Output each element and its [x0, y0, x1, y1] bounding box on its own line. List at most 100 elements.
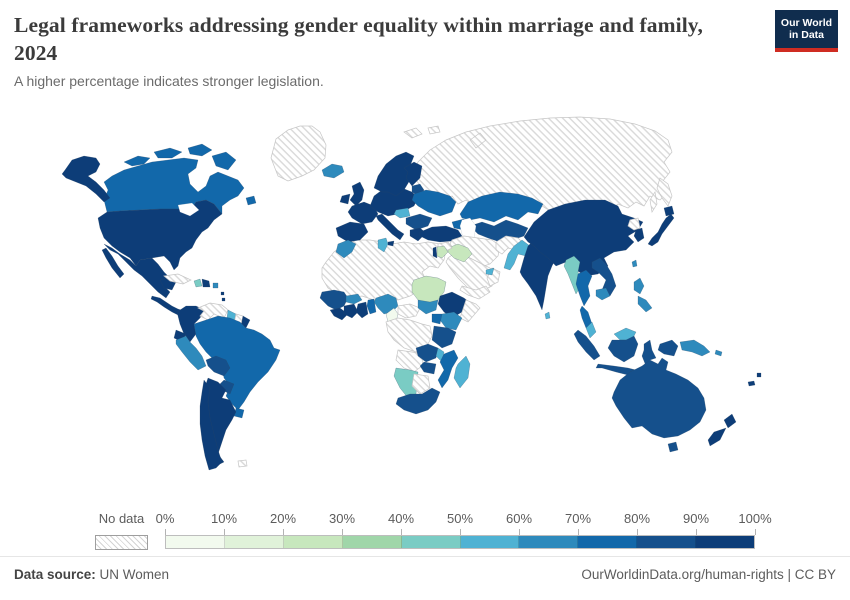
region-sumatra[interactable] — [573, 329, 601, 361]
region-svalbard[interactable] — [403, 127, 423, 139]
region-australia[interactable] — [611, 357, 707, 439]
region-iberia[interactable] — [335, 221, 369, 243]
region-italy[interactable] — [375, 213, 405, 241]
region-tunisia[interactable] — [377, 237, 389, 253]
region-zambia[interactable] — [415, 343, 439, 363]
region-thailand[interactable] — [575, 269, 593, 307]
region-hungary[interactable] — [393, 207, 411, 219]
region-sierraleone[interactable] — [329, 307, 349, 321]
region-wpapua[interactable] — [657, 339, 679, 357]
legend-bin-90-100%[interactable] — [696, 536, 755, 548]
region-nzs[interactable] — [707, 427, 727, 447]
legend-bin-40-50%[interactable] — [401, 536, 461, 548]
region-malaysia[interactable] — [585, 321, 597, 339]
region-jordan[interactable] — [436, 245, 449, 259]
legend-bin-0-10%[interactable] — [166, 536, 225, 548]
region-kamchatka[interactable] — [656, 177, 673, 207]
region-uae[interactable] — [485, 267, 495, 276]
region-israel[interactable] — [432, 246, 438, 259]
region-france[interactable] — [347, 201, 379, 225]
region-tanzania[interactable] — [431, 325, 457, 349]
region-southsudan[interactable] — [417, 299, 439, 315]
region-iceland[interactable] — [321, 163, 345, 179]
region-bolivia[interactable] — [205, 355, 231, 377]
region-ivorycoast[interactable] — [343, 303, 359, 319]
legend-bin-30-40%[interactable] — [342, 536, 402, 548]
region-tasmania[interactable] — [667, 441, 679, 453]
region-novaya[interactable] — [469, 132, 487, 149]
region-antille1[interactable] — [220, 291, 225, 296]
region-nzn[interactable] — [723, 413, 737, 429]
region-solomon[interactable] — [714, 349, 723, 357]
region-philippines2[interactable] — [637, 295, 653, 313]
region-car[interactable] — [397, 303, 421, 319]
region-baffin[interactable] — [211, 151, 237, 171]
region-baja[interactable] — [101, 247, 125, 279]
legend-no-data-swatch[interactable] — [95, 535, 148, 550]
owid-logo[interactable]: Our World in Data — [775, 10, 838, 52]
region-cambodia[interactable] — [595, 287, 611, 301]
region-congodrc[interactable] — [385, 317, 433, 353]
region-falkland[interactable] — [237, 459, 248, 468]
region-antille2[interactable] — [221, 297, 226, 302]
region-botswana[interactable] — [411, 373, 431, 395]
region-kazakhstan[interactable] — [459, 191, 544, 223]
region-china[interactable] — [523, 199, 644, 277]
region-togobenin[interactable] — [366, 298, 377, 315]
region-madagascar[interactable] — [453, 355, 471, 389]
region-finland[interactable] — [403, 161, 423, 187]
region-angola[interactable] — [395, 349, 425, 373]
region-dominican[interactable] — [201, 278, 211, 288]
region-haiti[interactable] — [193, 278, 203, 288]
legend-tick-label: 10% — [210, 511, 238, 526]
region-arctic1[interactable] — [123, 155, 151, 167]
region-newcaledonia[interactable] — [747, 380, 756, 387]
legend-bin-20-30%[interactable] — [283, 536, 343, 548]
region-venezuela[interactable] — [197, 302, 229, 321]
legend-bin-50-60%[interactable] — [460, 536, 520, 548]
region-centralasia[interactable] — [469, 219, 529, 243]
legend-bin-60-70%[interactable] — [519, 536, 579, 548]
region-ireland[interactable] — [339, 193, 351, 205]
region-png[interactable] — [679, 339, 711, 357]
region-puertorico[interactable] — [212, 282, 219, 289]
region-hokkaido[interactable] — [663, 205, 675, 217]
region-cuba[interactable] — [163, 273, 192, 285]
region-belarusukraine[interactable] — [411, 189, 457, 217]
region-uk[interactable] — [349, 181, 365, 207]
region-morocco[interactable] — [335, 239, 357, 259]
region-philippines1[interactable] — [633, 277, 645, 295]
region-chile[interactable] — [199, 379, 223, 471]
region-balkans[interactable] — [405, 213, 433, 231]
region-zimbabwe[interactable] — [419, 361, 437, 375]
region-uganda[interactable] — [431, 313, 443, 325]
region-srilanka[interactable] — [544, 311, 551, 320]
region-mozambique[interactable] — [437, 349, 459, 389]
legend-bin-70-80%[interactable] — [578, 536, 638, 548]
region-alaska[interactable] — [61, 155, 111, 203]
legend-tick-mark — [460, 529, 461, 535]
region-somalia[interactable] — [459, 299, 481, 323]
region-arctic2[interactable] — [153, 147, 183, 159]
region-kalimantan[interactable] — [607, 335, 639, 363]
region-skorea[interactable] — [633, 227, 645, 243]
region-svalbard2[interactable] — [427, 125, 441, 135]
legend-bin-10-20%[interactable] — [224, 536, 284, 548]
region-greenland[interactable] — [270, 125, 327, 182]
region-ghana[interactable] — [355, 301, 369, 319]
region-yemen[interactable] — [459, 285, 491, 300]
region-nkorea[interactable] — [627, 217, 641, 231]
region-arctic3[interactable] — [187, 143, 213, 157]
region-japan[interactable] — [647, 213, 675, 247]
region-newfoundland[interactable] — [245, 195, 257, 206]
region-fiji[interactable] — [756, 372, 762, 378]
region-taiwan[interactable] — [631, 259, 638, 268]
legend-bin-80-90%[interactable] — [637, 536, 697, 548]
footer-link[interactable]: OurWorldinData.org/human-rights | CC BY — [581, 567, 836, 582]
region-sakhalin[interactable] — [649, 191, 658, 213]
region-peru[interactable] — [175, 335, 207, 371]
region-iraq[interactable] — [447, 243, 473, 263]
region-sicily[interactable] — [387, 240, 395, 247]
region-southafrica[interactable] — [395, 387, 441, 415]
region-burkina[interactable] — [345, 293, 363, 305]
